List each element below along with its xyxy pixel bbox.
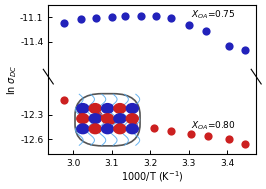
Point (227, 45, 231, 48)
Point (139, 15, 143, 18)
Point (61, 99, 66, 102)
Point (79, 18, 83, 21)
Point (204, 29, 208, 33)
Point (206, 134, 210, 137)
Text: $X_{OA}$=0.80: $X_{OA}$=0.80 (191, 119, 235, 132)
Point (123, 15, 127, 18)
Y-axis label: ln $\sigma_{DC}$: ln $\sigma_{DC}$ (5, 64, 19, 94)
Point (61, 22, 66, 25)
Point (110, 119, 114, 122)
Point (169, 17, 174, 20)
Point (189, 133, 193, 136)
X-axis label: 1000/T (K$^{-1}$): 1000/T (K$^{-1}$) (121, 169, 184, 184)
Point (169, 129, 174, 132)
Point (94, 16, 98, 19)
Point (187, 23, 191, 26)
Point (96, 114, 101, 117)
Point (79, 109, 83, 112)
Text: $X_{OA}$=0.75: $X_{OA}$=0.75 (191, 9, 235, 21)
Point (110, 15, 114, 18)
Point (152, 127, 156, 130)
Point (131, 123, 135, 126)
Point (227, 138, 231, 141)
Point (243, 48, 247, 51)
Point (243, 142, 247, 145)
Point (154, 15, 158, 18)
